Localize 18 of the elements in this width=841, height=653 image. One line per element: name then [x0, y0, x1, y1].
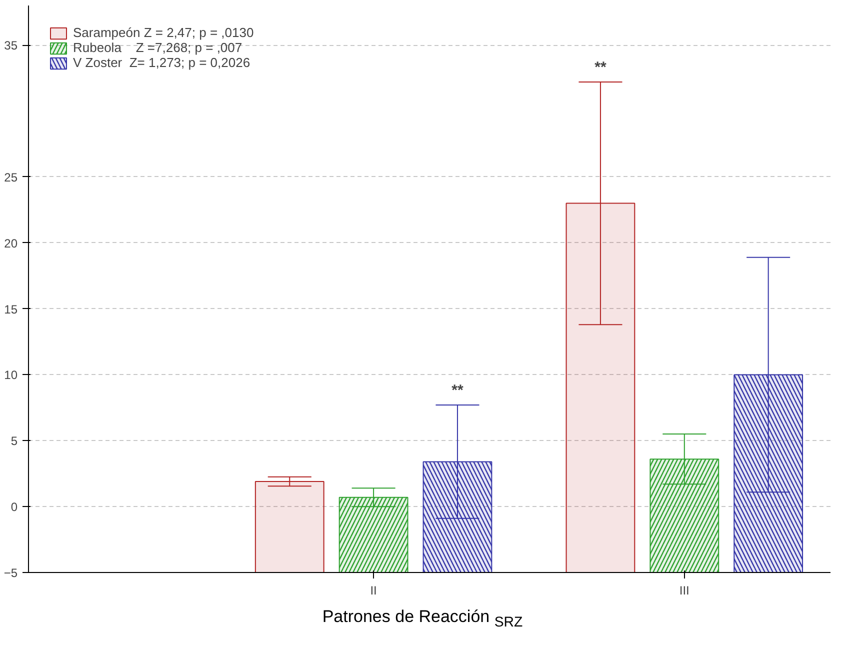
- y-tick-label: 0: [10, 500, 18, 514]
- y-tick-label: 20: [4, 236, 18, 250]
- legend-label: Rubeola Z =7,268; p = ,007: [73, 40, 242, 55]
- y-tick-label: 10: [4, 368, 18, 382]
- y-tick-label: 15: [4, 302, 18, 316]
- x-tick-label: II: [370, 584, 377, 598]
- annotation: **: [594, 58, 606, 76]
- legend-label: V Zoster Z= 1,273; p = 0,2026: [73, 55, 250, 70]
- annotation: **: [452, 382, 464, 400]
- x-axis-title: Patrones de Reacción $_{SRZ}$: [322, 606, 523, 632]
- x-tick-label: III: [679, 584, 690, 598]
- bar: [566, 202, 636, 572]
- y-tick-label: 35: [4, 38, 18, 53]
- bar: [254, 481, 324, 572]
- y-tick-label: 25: [4, 170, 18, 184]
- y-tick-label: −5: [4, 566, 18, 580]
- legend-label: Sarampeón Z = 2,47; p = ,0130: [73, 25, 254, 40]
- y-tick-label: 5: [10, 434, 18, 448]
